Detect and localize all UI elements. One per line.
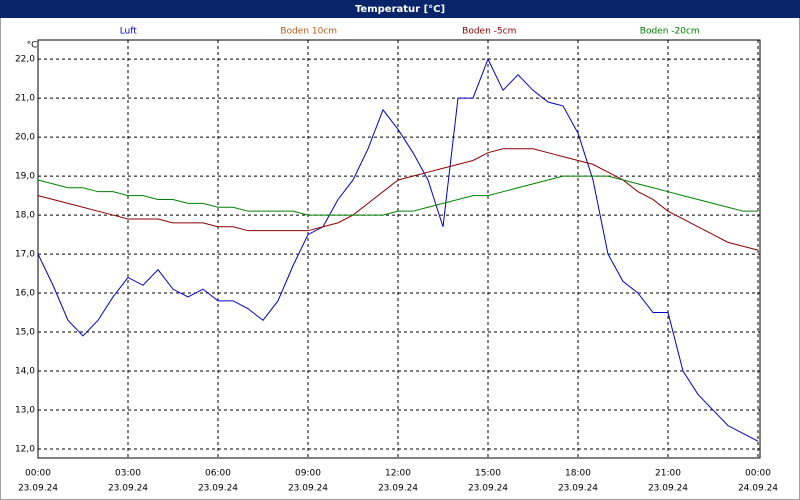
chart-title: Temperatur [°C]: [355, 4, 445, 15]
series-line: [37, 148, 759, 251]
y-tick-label: 14,0: [15, 367, 35, 377]
y-tick-label: 18,0: [15, 211, 35, 221]
x-tick-label: 06:00: [205, 469, 231, 479]
plot-border: [37, 39, 761, 459]
x-tick-label: 12:00: [385, 469, 411, 479]
y-tick-label: 15,0: [15, 328, 35, 338]
y-tick-label: 16,0: [15, 289, 35, 299]
x-tick-label: 03:00: [115, 469, 141, 479]
series-line: [37, 175, 758, 216]
y-tick-label: 22,0: [15, 55, 35, 65]
x-tick-date: 23.09.24: [288, 484, 328, 494]
series-line: [37, 57, 759, 442]
y-tick-label: 12,0: [15, 445, 35, 455]
x-tick-label: 09:00: [295, 469, 321, 479]
x-tick-label: 15:00: [475, 469, 501, 479]
legend-entry: Boden -5cm: [462, 27, 516, 37]
y-tick-label: 13,0: [15, 406, 35, 416]
x-tick-date: 23.09.24: [378, 484, 418, 494]
x-tick-date: 24.09.24: [738, 484, 778, 494]
x-tick-date: 23.09.24: [648, 484, 688, 494]
y-unit: °C: [27, 41, 38, 51]
y-tick-label: 17,0: [15, 250, 35, 260]
title-bar: [0, 0, 800, 18]
x-tick-date: 23.09.24: [198, 484, 238, 494]
x-tick-label: 00:00: [25, 469, 51, 479]
legend-entry: Boden -20cm: [640, 27, 700, 37]
x-tick-date: 23.09.24: [18, 484, 58, 494]
x-tick-date: 23.09.24: [468, 484, 508, 494]
legend-entry: Boden 10cm: [280, 27, 337, 37]
x-tick-label: 00:00: [745, 469, 771, 479]
y-tick-label: 21,0: [15, 94, 35, 104]
x-tick-date: 23.09.24: [108, 484, 148, 494]
y-tick-label: 20,0: [15, 133, 35, 143]
x-tick-label: 21:00: [655, 469, 681, 479]
legend-entry: Luft: [120, 27, 138, 37]
y-tick-label: 19,0: [15, 172, 35, 182]
x-tick-label: 18:00: [565, 469, 591, 479]
x-tick-date: 23.09.24: [558, 484, 598, 494]
